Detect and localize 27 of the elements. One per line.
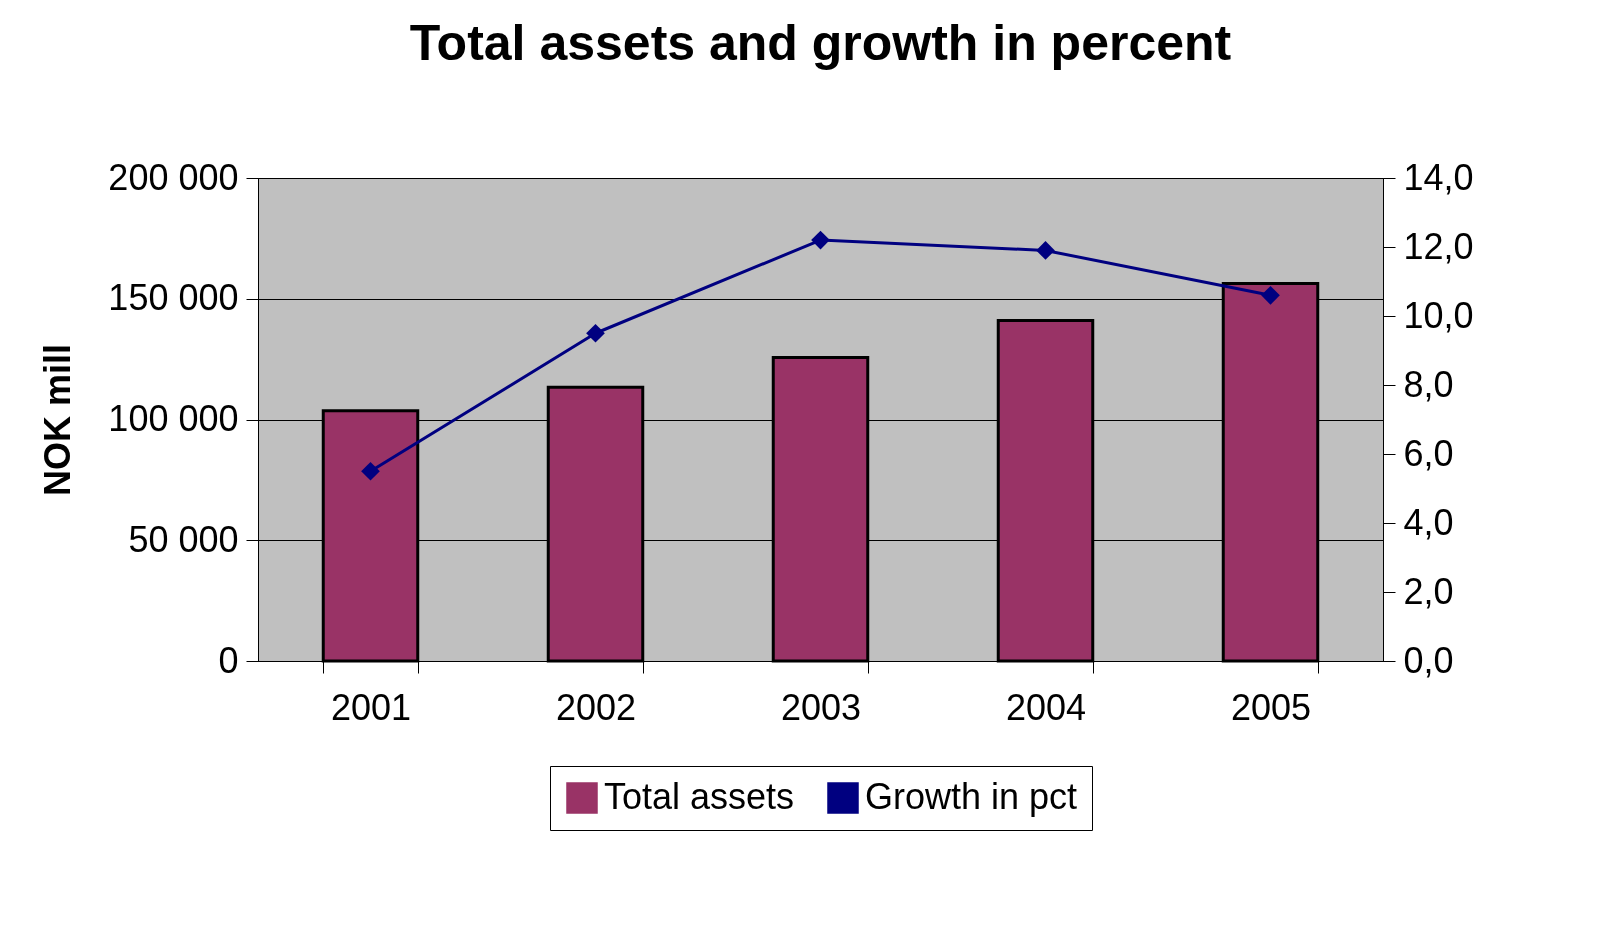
x-tick-label: 2005	[1230, 686, 1312, 728]
y-tick-label: 0	[218, 639, 239, 681]
y2-tick-label: 0,0	[1403, 639, 1454, 681]
y-tick-label: 100 000	[108, 398, 239, 439]
legend-label: Total assets	[604, 776, 795, 817]
y-axis-title: NOK mill	[37, 343, 79, 497]
x-tick-label: 2001	[330, 686, 412, 728]
y2-tick-label: 10,0	[1403, 294, 1474, 336]
y-tick-label: 50 000	[128, 518, 239, 560]
point	[1036, 241, 1055, 260]
y-tick-label: 150 000	[108, 277, 239, 319]
point	[811, 230, 830, 250]
y2-tick-label: 2,0	[1403, 570, 1454, 612]
x-tick-label: 2002	[555, 686, 637, 728]
y-tick-label: 200 000	[108, 156, 239, 198]
y2-tick-label: 4,0	[1403, 501, 1454, 543]
legend-label: Growth in pct	[865, 776, 1078, 817]
y2-tick-label: 14,0	[1403, 156, 1474, 198]
x-tick-label: 2004	[1005, 686, 1087, 728]
y2-tick-label: 12,0	[1403, 225, 1474, 267]
y2-tick-label: 8,0	[1403, 363, 1454, 405]
point	[361, 461, 380, 481]
chart-title: Total assets and growth in percent	[409, 15, 1232, 71]
y2-tick-label: 6,0	[1403, 432, 1454, 474]
x-tick-label: 2003	[780, 686, 862, 728]
point	[586, 323, 605, 343]
point	[1261, 285, 1280, 305]
